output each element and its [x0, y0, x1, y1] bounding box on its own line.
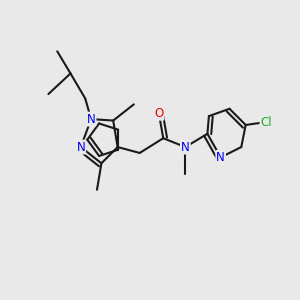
Text: N: N [87, 112, 95, 126]
Text: N: N [76, 141, 85, 154]
Text: N: N [181, 141, 190, 154]
Text: N: N [216, 151, 225, 164]
Text: Cl: Cl [260, 116, 272, 128]
Text: O: O [154, 107, 164, 120]
